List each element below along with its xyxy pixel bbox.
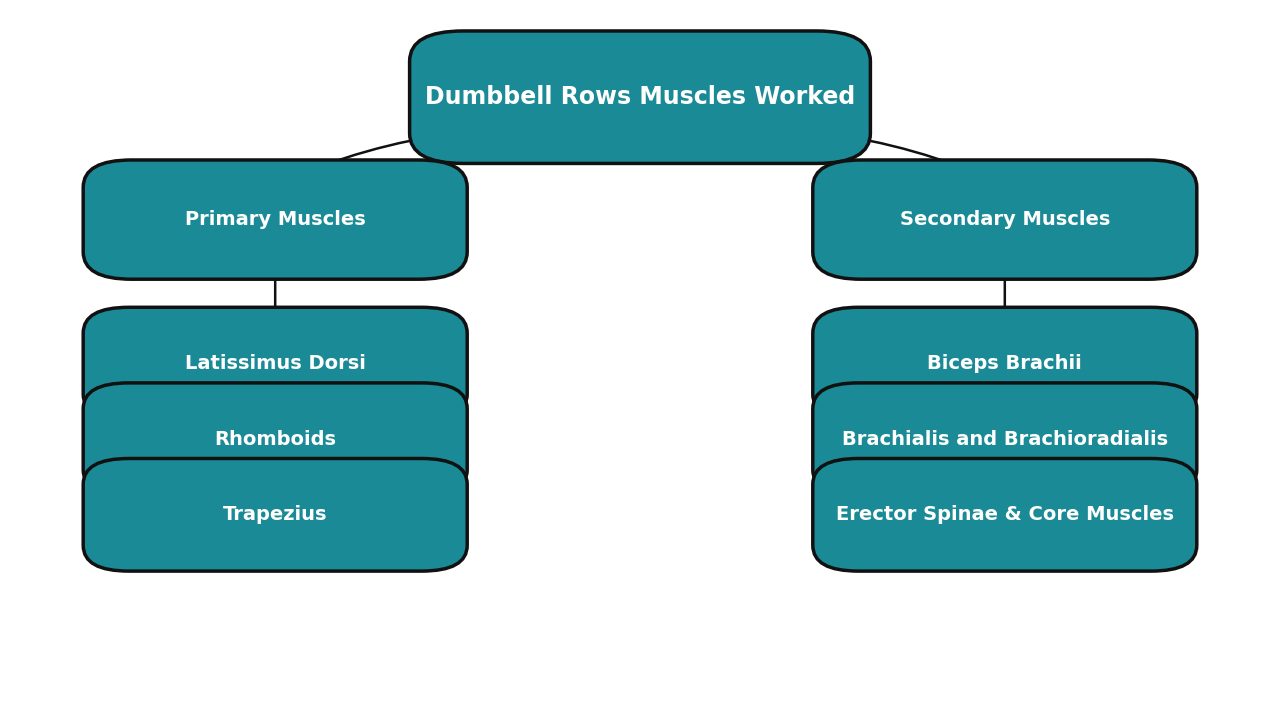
Text: Biceps Brachii: Biceps Brachii (928, 354, 1082, 373)
FancyBboxPatch shape (813, 459, 1197, 571)
Text: Dumbbell Rows Muscles Worked: Dumbbell Rows Muscles Worked (425, 85, 855, 109)
Text: Trapezius: Trapezius (223, 505, 328, 524)
Text: Brachialis and Brachioradialis: Brachialis and Brachioradialis (842, 430, 1167, 449)
Text: Primary Muscles: Primary Muscles (184, 210, 366, 229)
FancyBboxPatch shape (83, 459, 467, 571)
FancyBboxPatch shape (813, 307, 1197, 420)
Text: Rhomboids: Rhomboids (214, 430, 337, 449)
FancyBboxPatch shape (410, 31, 870, 163)
FancyBboxPatch shape (813, 383, 1197, 495)
Text: Secondary Muscles: Secondary Muscles (900, 210, 1110, 229)
FancyBboxPatch shape (83, 307, 467, 420)
FancyBboxPatch shape (83, 160, 467, 279)
FancyBboxPatch shape (813, 160, 1197, 279)
FancyBboxPatch shape (83, 383, 467, 495)
Text: Erector Spinae & Core Muscles: Erector Spinae & Core Muscles (836, 505, 1174, 524)
Text: Latissimus Dorsi: Latissimus Dorsi (184, 354, 366, 373)
